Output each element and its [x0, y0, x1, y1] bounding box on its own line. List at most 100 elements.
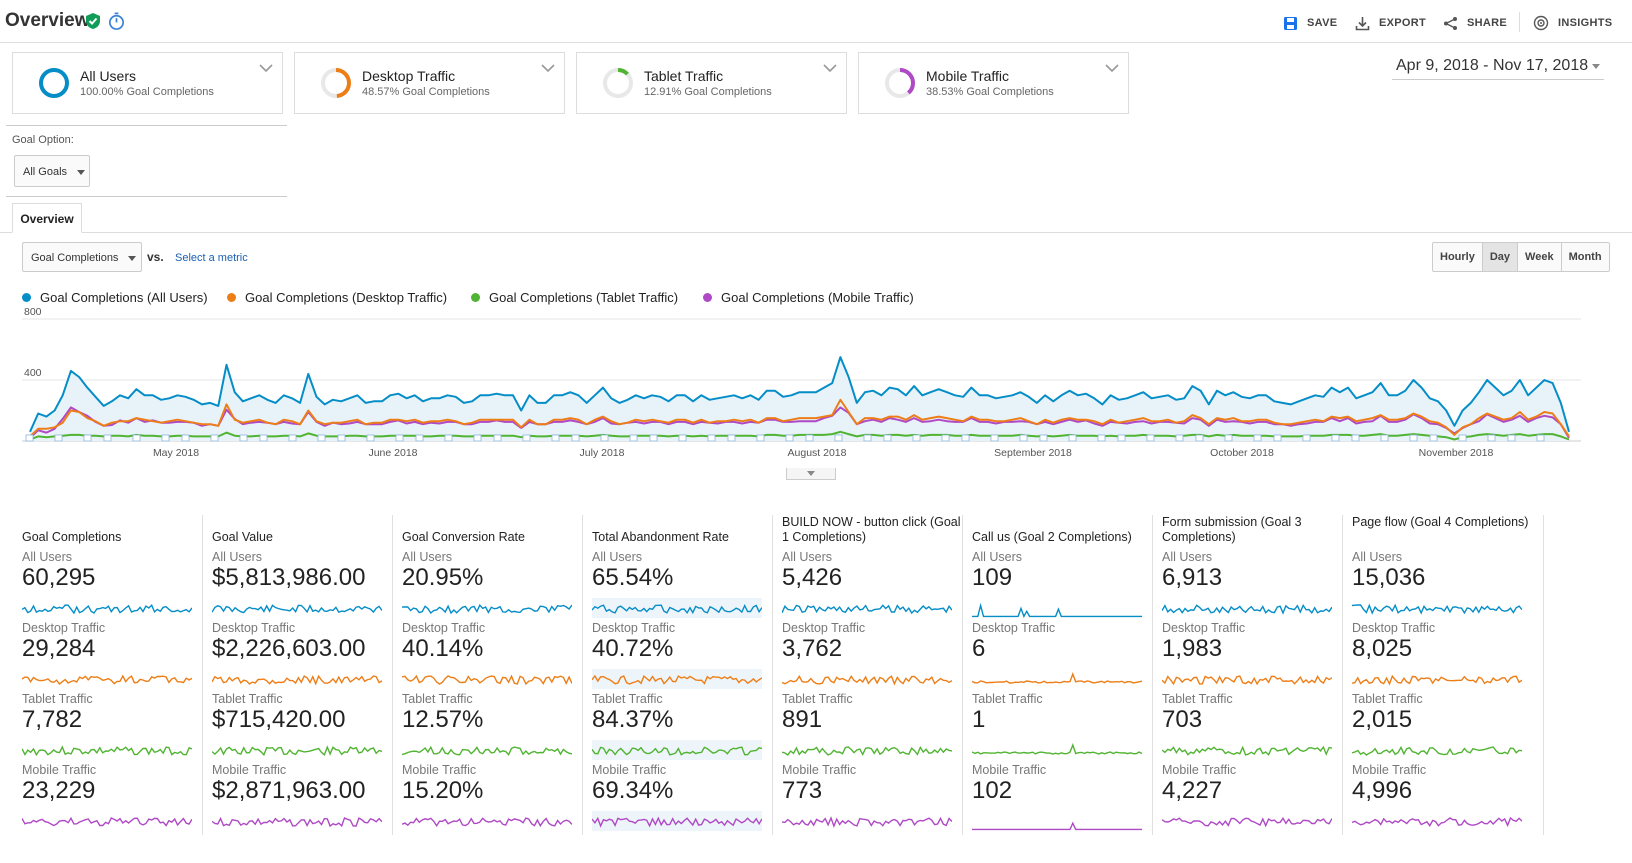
sparkline-path	[1352, 674, 1522, 686]
month-button[interactable]: Month	[1561, 243, 1609, 271]
annotation-marker[interactable]	[805, 434, 814, 442]
annotation-marker[interactable]	[1195, 434, 1204, 442]
annotation-marker[interactable]	[756, 434, 765, 442]
annotation-marker[interactable]	[239, 434, 248, 442]
annotation-marker[interactable]	[863, 434, 872, 442]
stopwatch-icon[interactable]	[107, 11, 126, 31]
annotation-marker[interactable]	[317, 434, 326, 442]
annotation-marker[interactable]	[834, 434, 843, 442]
date-range-picker[interactable]: Apr 9, 2018 - Nov 17, 2018	[1392, 54, 1604, 80]
chevron-down-icon[interactable]	[822, 63, 838, 73]
annotation-marker[interactable]	[103, 434, 112, 442]
segment-donut-icon	[321, 68, 351, 98]
day-button[interactable]: Day	[1482, 243, 1519, 271]
segment-all-users[interactable]: All Users 100.00% Goal Completions	[12, 52, 283, 114]
tab-overview[interactable]: Overview	[12, 203, 82, 233]
annotation-marker[interactable]	[961, 434, 970, 442]
annotation-marker[interactable]	[912, 434, 921, 442]
segment-desktop-traffic[interactable]: Desktop Traffic 48.57% Goal Completions	[294, 52, 565, 114]
hourly-button[interactable]: Hourly	[1433, 243, 1483, 271]
segment-label: All Users	[402, 550, 453, 564]
segment-label: Tablet Traffic	[972, 692, 1043, 706]
legend-item-tablet[interactable]: Goal Completions (Tablet Traffic)	[471, 290, 678, 305]
legend-item-mobile[interactable]: Goal Completions (Mobile Traffic)	[703, 290, 914, 305]
metric-select[interactable]: Goal Completions	[22, 242, 142, 272]
annotation-marker[interactable]	[1429, 434, 1438, 442]
segment-label: Desktop Traffic	[402, 621, 486, 635]
export-button[interactable]: EXPORT	[1355, 13, 1426, 33]
metric-value: 6	[972, 635, 986, 662]
sparkline	[1162, 817, 1332, 828]
annotation-marker[interactable]	[1487, 434, 1496, 442]
annotation-marker[interactable]	[337, 434, 346, 442]
annotation-marker[interactable]	[259, 434, 268, 442]
annotation-marker[interactable]	[83, 434, 92, 442]
annotation-marker[interactable]	[288, 434, 297, 442]
annotation-marker[interactable]	[181, 434, 190, 442]
annotation-marker[interactable]	[473, 434, 482, 442]
annotation-marker[interactable]	[493, 434, 502, 442]
scorecard-divider	[962, 515, 963, 835]
annotation-marker[interactable]	[1097, 434, 1106, 442]
chart-expand-toggle[interactable]	[786, 468, 836, 480]
annotation-marker[interactable]	[1409, 434, 1418, 442]
insights-label: INSIGHTS	[1558, 17, 1613, 29]
annotation-marker[interactable]	[629, 434, 638, 442]
annotation-marker[interactable]	[649, 434, 658, 442]
segment-label: All Users	[972, 550, 1023, 564]
annotation-marker[interactable]	[551, 434, 560, 442]
annotation-marker[interactable]	[1146, 434, 1155, 442]
date-range-value: Apr 9, 2018 - Nov 17, 2018	[1396, 57, 1589, 74]
annotation-marker[interactable]	[727, 434, 736, 442]
annotation-marker[interactable]	[1302, 434, 1311, 442]
chevron-down-icon[interactable]	[258, 63, 274, 73]
chevron-down-icon[interactable]	[1104, 63, 1120, 73]
annotation-marker[interactable]	[1175, 434, 1184, 442]
annotation-marker[interactable]	[600, 434, 609, 442]
annotation-marker[interactable]	[1068, 434, 1077, 442]
annotation-marker[interactable]	[25, 434, 34, 442]
share-button[interactable]: SHARE	[1443, 13, 1507, 33]
annotation-marker[interactable]	[1273, 434, 1282, 442]
annotation-marker[interactable]	[395, 434, 404, 442]
annotation-marker[interactable]	[1019, 434, 1028, 442]
annotation-marker[interactable]	[444, 434, 453, 442]
annotation-marker[interactable]	[1351, 434, 1360, 442]
annotation-marker[interactable]	[1331, 434, 1340, 442]
chevron-down-icon[interactable]	[540, 63, 556, 73]
annotation-marker[interactable]	[366, 434, 375, 442]
annotation-marker[interactable]	[1224, 434, 1233, 442]
annotation-marker[interactable]	[1039, 434, 1048, 442]
annotation-marker[interactable]	[54, 434, 63, 442]
annotation-marker[interactable]	[1507, 434, 1516, 442]
segment-tablet-traffic[interactable]: Tablet Traffic 12.91% Goal Completions	[576, 52, 847, 114]
annotation-marker[interactable]	[1117, 434, 1126, 442]
annotation-marker[interactable]	[883, 434, 892, 442]
annotation-marker[interactable]	[1536, 434, 1545, 442]
metric-value: 7,782	[22, 706, 83, 733]
goal-option-select[interactable]: All Goals	[14, 155, 90, 187]
annotation-marker[interactable]	[571, 434, 580, 442]
annotation-marker[interactable]	[785, 434, 794, 442]
annotation-marker[interactable]	[1380, 434, 1389, 442]
week-button[interactable]: Week	[1518, 243, 1562, 271]
insights-button[interactable]: INSIGHTS	[1533, 13, 1612, 33]
segment-mobile-traffic[interactable]: Mobile Traffic 38.53% Goal Completions	[858, 52, 1129, 114]
annotation-marker[interactable]	[522, 434, 531, 442]
legend-item-all-users[interactable]: Goal Completions (All Users)	[22, 290, 208, 305]
annotation-marker[interactable]	[1253, 434, 1262, 442]
annotation-marker[interactable]	[415, 434, 424, 442]
annotation-marker[interactable]	[990, 434, 999, 442]
scorecard-title: Call us (Goal 2 Completions)	[972, 530, 1132, 544]
annotation-marker[interactable]	[1458, 434, 1467, 442]
annotation-marker[interactable]	[941, 434, 950, 442]
sparkline	[972, 821, 1142, 831]
annotation-marker[interactable]	[707, 434, 716, 442]
annotation-marker[interactable]	[161, 434, 170, 442]
annotation-marker[interactable]	[210, 434, 219, 442]
annotation-marker[interactable]	[678, 434, 687, 442]
legend-item-desktop[interactable]: Goal Completions (Desktop Traffic)	[227, 290, 447, 305]
save-button[interactable]: SAVE	[1283, 13, 1337, 33]
select-metric-link[interactable]: Select a metric	[175, 252, 248, 264]
annotation-marker[interactable]	[132, 434, 141, 442]
